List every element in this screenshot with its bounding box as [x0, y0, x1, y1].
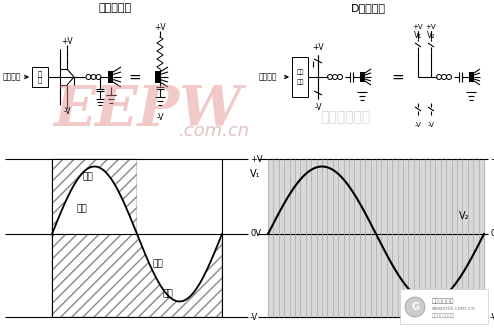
Text: +V: +V — [154, 22, 166, 32]
Text: -V: -V — [250, 313, 258, 321]
Text: +V: +V — [426, 24, 436, 30]
Text: 电子工程世界: 电子工程世界 — [432, 298, 454, 304]
Text: 模拟放大器: 模拟放大器 — [98, 3, 131, 13]
Text: +V: +V — [490, 155, 494, 164]
Bar — [108, 71, 113, 83]
Bar — [32, 67, 48, 87]
Text: 模拟信号: 模拟信号 — [3, 72, 21, 82]
Text: eeworld.com.cn: eeworld.com.cn — [432, 307, 476, 312]
Bar — [400, 289, 488, 324]
Text: V₁: V₁ — [249, 169, 260, 179]
Text: 电路: 电路 — [296, 79, 304, 85]
Bar — [292, 57, 308, 97]
Text: -V: -V — [414, 122, 421, 128]
Text: +V: +V — [412, 24, 423, 30]
Circle shape — [405, 297, 425, 317]
Text: -V: -V — [156, 113, 164, 121]
Text: 国内电子工程之家: 国内电子工程之家 — [432, 314, 455, 318]
Text: 电子产品世界: 电子产品世界 — [320, 110, 370, 124]
Text: -V: -V — [63, 108, 71, 116]
Text: G: G — [411, 302, 419, 312]
Text: V₁: V₁ — [414, 31, 422, 39]
Bar — [155, 71, 160, 83]
Text: 0V: 0V — [490, 230, 494, 239]
Text: 数字信号: 数字信号 — [259, 72, 277, 82]
Text: -V: -V — [490, 313, 494, 321]
Text: 压: 压 — [38, 77, 42, 83]
Bar — [360, 72, 365, 82]
Text: +V: +V — [250, 155, 263, 164]
Text: 输出: 输出 — [77, 205, 87, 214]
Text: 损失: 损失 — [163, 290, 173, 298]
Text: -V: -V — [314, 103, 322, 112]
Text: EEPW: EEPW — [54, 84, 243, 139]
Text: -V: -V — [428, 122, 434, 128]
Text: =: = — [128, 69, 141, 85]
Text: 损失: 损失 — [82, 172, 93, 182]
Text: .com.cn: .com.cn — [179, 122, 250, 140]
Text: 输出: 输出 — [153, 260, 164, 268]
Text: V₂: V₂ — [427, 31, 435, 39]
Text: 0V: 0V — [250, 230, 261, 239]
Text: D类放大器: D类放大器 — [351, 3, 385, 13]
Text: =: = — [392, 69, 405, 85]
Text: V₂: V₂ — [459, 211, 469, 221]
Text: 偏: 偏 — [38, 71, 42, 77]
Text: 驱动: 驱动 — [296, 69, 304, 75]
Bar — [469, 72, 474, 82]
Text: +V: +V — [61, 38, 73, 46]
Text: +V: +V — [312, 42, 324, 52]
